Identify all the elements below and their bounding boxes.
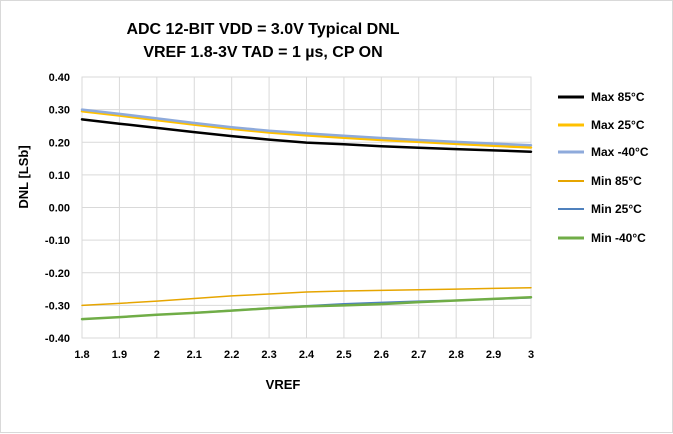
- series-line-0: [80, 118, 533, 153]
- series-line-5: [80, 295, 533, 321]
- series-lines: [80, 108, 533, 321]
- y-tick-label: 0.40: [49, 72, 70, 84]
- plot-area: [81, 76, 532, 339]
- grid: [81, 76, 532, 339]
- legend-label: Max 85°C: [591, 90, 645, 104]
- y-tick-label: 0.10: [49, 170, 70, 182]
- x-axis-label: VREF: [266, 377, 301, 392]
- series-line-3: [81, 287, 532, 307]
- x-tick-label: 2.7: [411, 349, 426, 361]
- y-tick-label: -0.30: [45, 300, 70, 312]
- legend: Max 85°C Max 25°C Max -40°C Min 85°C Min 25°…: [558, 90, 649, 245]
- x-tick-label: 3: [528, 349, 534, 361]
- x-tick-label: 1.8: [74, 349, 89, 361]
- x-tick-label: 2.2: [224, 349, 239, 361]
- x-tick-label: 2.6: [374, 349, 389, 361]
- y-tick-label: -0.20: [45, 268, 70, 280]
- y-axis-label: DNL [LSb]: [16, 145, 31, 208]
- x-tick-label: 2.4: [299, 349, 315, 361]
- tick-labels: 0.40 0.30 0.20 0.10 0.00 -0.10 -0.20 -0.30 -0.40…: [45, 72, 534, 361]
- y-tick-label: 0.30: [49, 105, 70, 117]
- x-tick-label: 2: [154, 349, 160, 361]
- legend-label: Max 25°C: [591, 118, 645, 132]
- x-tick-label: 2.9: [486, 349, 501, 361]
- legend-label: Max -40°C: [591, 145, 649, 159]
- x-tick-label: 2.3: [261, 349, 276, 361]
- y-tick-label: -0.10: [45, 235, 70, 247]
- x-tick-label: 2.1: [187, 349, 202, 361]
- series-line-1: [80, 110, 533, 149]
- legend-label: Min 25°C: [591, 202, 642, 216]
- chart-title-line1: ADC 12-BIT VDD = 3.0V Typical DNL: [126, 21, 399, 38]
- series-line-2: [80, 108, 533, 147]
- y-tick-label: 0.00: [49, 203, 70, 215]
- x-tick-label: 2.5: [336, 349, 351, 361]
- y-tick-label: 0.20: [49, 137, 70, 149]
- legend-label: Min 85°C: [591, 174, 642, 188]
- x-tick-label: 2.8: [449, 349, 464, 361]
- chart-title-line2: VREF 1.8-3V TAD = 1 µs, CP ON: [143, 44, 382, 61]
- legend-label: Min -40°C: [591, 231, 646, 245]
- x-tick-label: 1.9: [112, 349, 127, 361]
- y-tick-label: -0.40: [45, 333, 70, 345]
